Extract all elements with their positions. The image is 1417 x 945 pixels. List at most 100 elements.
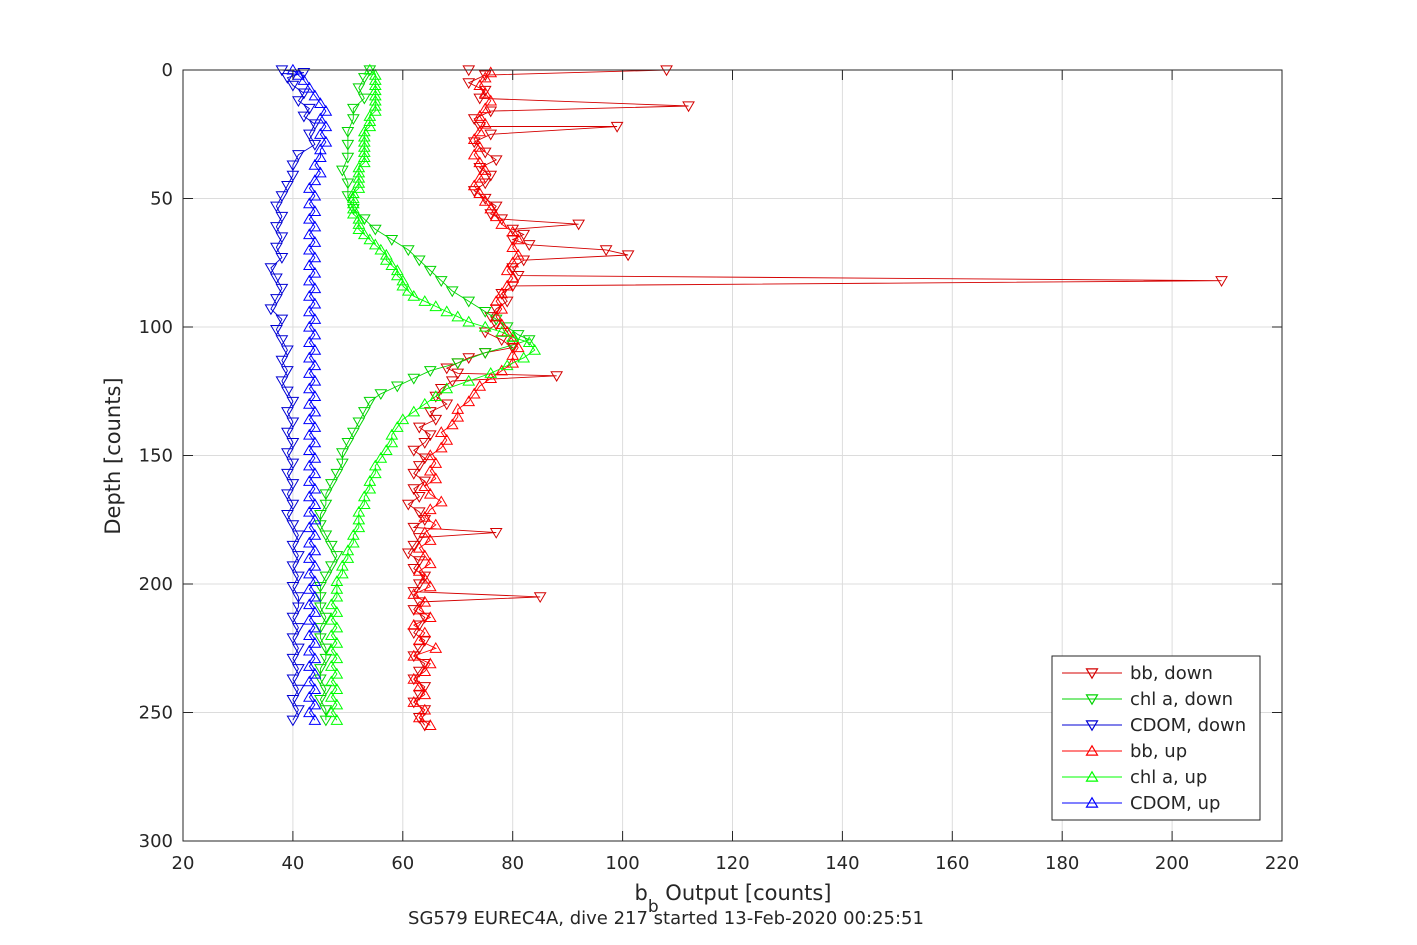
figure-subtitle: SG579 EUREC4A, dive 217 started 13-Feb-2… [408, 908, 924, 929]
data-point [335, 567, 349, 579]
data-point [511, 248, 525, 260]
data-point [308, 359, 322, 371]
data-point [412, 491, 426, 503]
data-point [517, 351, 531, 363]
data-point [473, 79, 487, 91]
data-point [341, 438, 355, 449]
legend-marker [1085, 694, 1099, 706]
data-point [407, 651, 421, 663]
data-point [341, 552, 355, 563]
data-point [368, 467, 382, 479]
data-point [335, 458, 349, 470]
data-point [281, 468, 294, 480]
data-point [478, 117, 492, 129]
data-point [418, 515, 432, 526]
data-point [275, 335, 289, 347]
data-point [478, 86, 492, 98]
data-point [275, 314, 289, 326]
data-point [363, 482, 377, 494]
data-point [286, 170, 300, 182]
data-point [286, 499, 300, 511]
data-point [363, 396, 377, 408]
legend-entry: chl a, down [1130, 689, 1233, 710]
data-point [407, 605, 421, 616]
data-point [303, 675, 316, 687]
data-point [396, 413, 410, 425]
data-point [478, 85, 492, 97]
data-point [429, 414, 443, 426]
x-axis-label: bb Output [counts] [634, 881, 831, 917]
data-point [281, 366, 294, 377]
data-point [517, 229, 531, 241]
data-point [303, 428, 316, 440]
data-point [303, 81, 316, 93]
data-point [314, 633, 327, 645]
data-point [270, 273, 283, 285]
series-4 [324, 63, 542, 725]
data-point [308, 467, 322, 479]
data-point [292, 551, 305, 562]
data-point [682, 101, 695, 113]
data-point [506, 342, 520, 354]
data-point [346, 114, 360, 126]
data-point [451, 358, 465, 370]
data-point [412, 689, 426, 701]
data-point [1215, 276, 1228, 287]
legend-marker [1085, 744, 1099, 756]
data-point [401, 245, 415, 257]
data-point [303, 367, 316, 378]
data-point [275, 232, 289, 244]
data-point [308, 174, 322, 186]
data-point [506, 281, 520, 293]
data-point [314, 97, 327, 109]
data-point [418, 510, 432, 522]
data-point [286, 653, 300, 665]
data-point [303, 212, 316, 224]
data-point [434, 495, 448, 507]
data-point [412, 603, 426, 615]
data-point [412, 541, 426, 553]
data-point [308, 158, 322, 170]
x-axis-label-subscript: b [648, 897, 659, 917]
data-point [511, 341, 525, 353]
data-point [308, 528, 322, 540]
data-point [292, 643, 305, 655]
data-point [281, 427, 294, 439]
data-point [308, 652, 322, 664]
data-point [368, 459, 382, 471]
data-point [407, 618, 421, 630]
data-point [314, 623, 327, 634]
data-point [610, 121, 624, 133]
data-point [407, 445, 421, 457]
data-point [308, 713, 322, 725]
data-point [341, 127, 355, 138]
data-point [467, 148, 481, 160]
data-point [429, 391, 443, 403]
data-point [324, 690, 338, 702]
data-point [330, 590, 344, 602]
data-point [412, 666, 426, 678]
data-point [517, 255, 531, 267]
data-point [473, 171, 487, 183]
data-point [292, 96, 305, 108]
data-point [407, 468, 421, 480]
data-point [528, 343, 542, 355]
data-point [330, 667, 344, 679]
data-point [303, 103, 316, 115]
data-point [303, 536, 316, 548]
data-point [319, 489, 333, 501]
data-point [314, 674, 327, 686]
data-point [478, 193, 492, 205]
data-point [303, 413, 316, 425]
y-tick-label: 150 [139, 446, 173, 467]
data-point [412, 634, 426, 646]
data-point [319, 705, 333, 717]
data-point [511, 330, 525, 341]
data-point [506, 225, 520, 237]
data-point [286, 458, 300, 470]
data-point [324, 598, 338, 610]
data-point [330, 606, 344, 617]
data-point [522, 335, 536, 347]
data-point [418, 549, 432, 561]
data-point [335, 165, 349, 177]
